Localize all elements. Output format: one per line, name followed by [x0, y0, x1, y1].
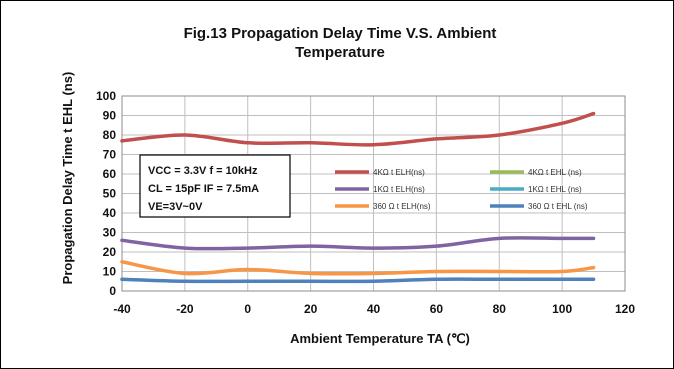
legend-label-0: 4KΩ t ELH(ns): [373, 168, 425, 177]
series-line-0: [120, 111, 596, 147]
conditions-box: VCC = 3.3V f = 10kHz CL = 15pF IF = 7.5m…: [139, 154, 291, 218]
y-tick-label: 20: [103, 245, 117, 259]
chart-title-line1: Fig.13 Propagation Delay Time V.S. Ambie…: [184, 25, 497, 42]
series-line-5: [120, 277, 596, 284]
y-tick-label: 90: [103, 109, 117, 123]
x-tick-label: 100: [552, 302, 572, 316]
condition-line-1: VCC = 3.3V f = 10kHz: [148, 165, 258, 177]
legend-label-5: 360 Ω t EHL (ns): [528, 202, 588, 211]
y-tick-label: 50: [103, 187, 117, 201]
y-axis-ticks: 0 10 20 30 40 50 60 70 80 90 100: [96, 89, 116, 298]
legend-label-4: 360 Ω t ELH(ns): [373, 202, 431, 211]
series-lines: [120, 111, 596, 284]
series-line-2: [120, 236, 596, 251]
plot-border-rect: [121, 95, 626, 292]
chart-title-line2: Temperature: [295, 44, 385, 61]
y-tick-label: 10: [103, 265, 117, 279]
y-axis-label: Propagation Delay Time t EHL (ns): [60, 72, 75, 285]
legend-label-2: 1KΩ t ELH(ns): [373, 185, 425, 194]
x-axis-label: Ambient Temperature TA (℃): [290, 331, 470, 346]
y-tick-label: 30: [103, 226, 117, 240]
x-tick-label: 20: [304, 302, 318, 316]
y-tick-label: 80: [103, 128, 117, 142]
x-tick-label: 40: [367, 302, 381, 316]
x-tick-label: -40: [113, 302, 131, 316]
x-tick-label: 80: [493, 302, 507, 316]
condition-line-2: CL = 15pF IF = 7.5mA: [148, 183, 259, 195]
y-tick-label: 60: [103, 167, 117, 181]
x-axis-ticks: -40 -20 0 20 40 60 80 100 120: [113, 302, 635, 316]
x-tick-label: 120: [615, 302, 635, 316]
plot-area-border: [121, 95, 626, 292]
x-tick-label: 0: [244, 302, 251, 316]
y-tick-label: 100: [96, 89, 116, 103]
y-tick-label: 70: [103, 148, 117, 162]
y-tick-label: 40: [103, 206, 117, 220]
legend-label-1: 4KΩ t EHL (ns): [528, 168, 582, 177]
y-tick-label: 0: [109, 284, 116, 298]
x-tick-label: 60: [430, 302, 444, 316]
legend-label-3: 1KΩ t EHL (ns): [528, 185, 582, 194]
condition-line-3: VE=3V~0V: [148, 201, 203, 213]
legend: 4KΩ t ELH(ns) 4KΩ t EHL (ns) 1KΩ t ELH(ns)…: [335, 168, 588, 211]
x-tick-label: -20: [176, 302, 194, 316]
series-line-4: [120, 260, 596, 276]
